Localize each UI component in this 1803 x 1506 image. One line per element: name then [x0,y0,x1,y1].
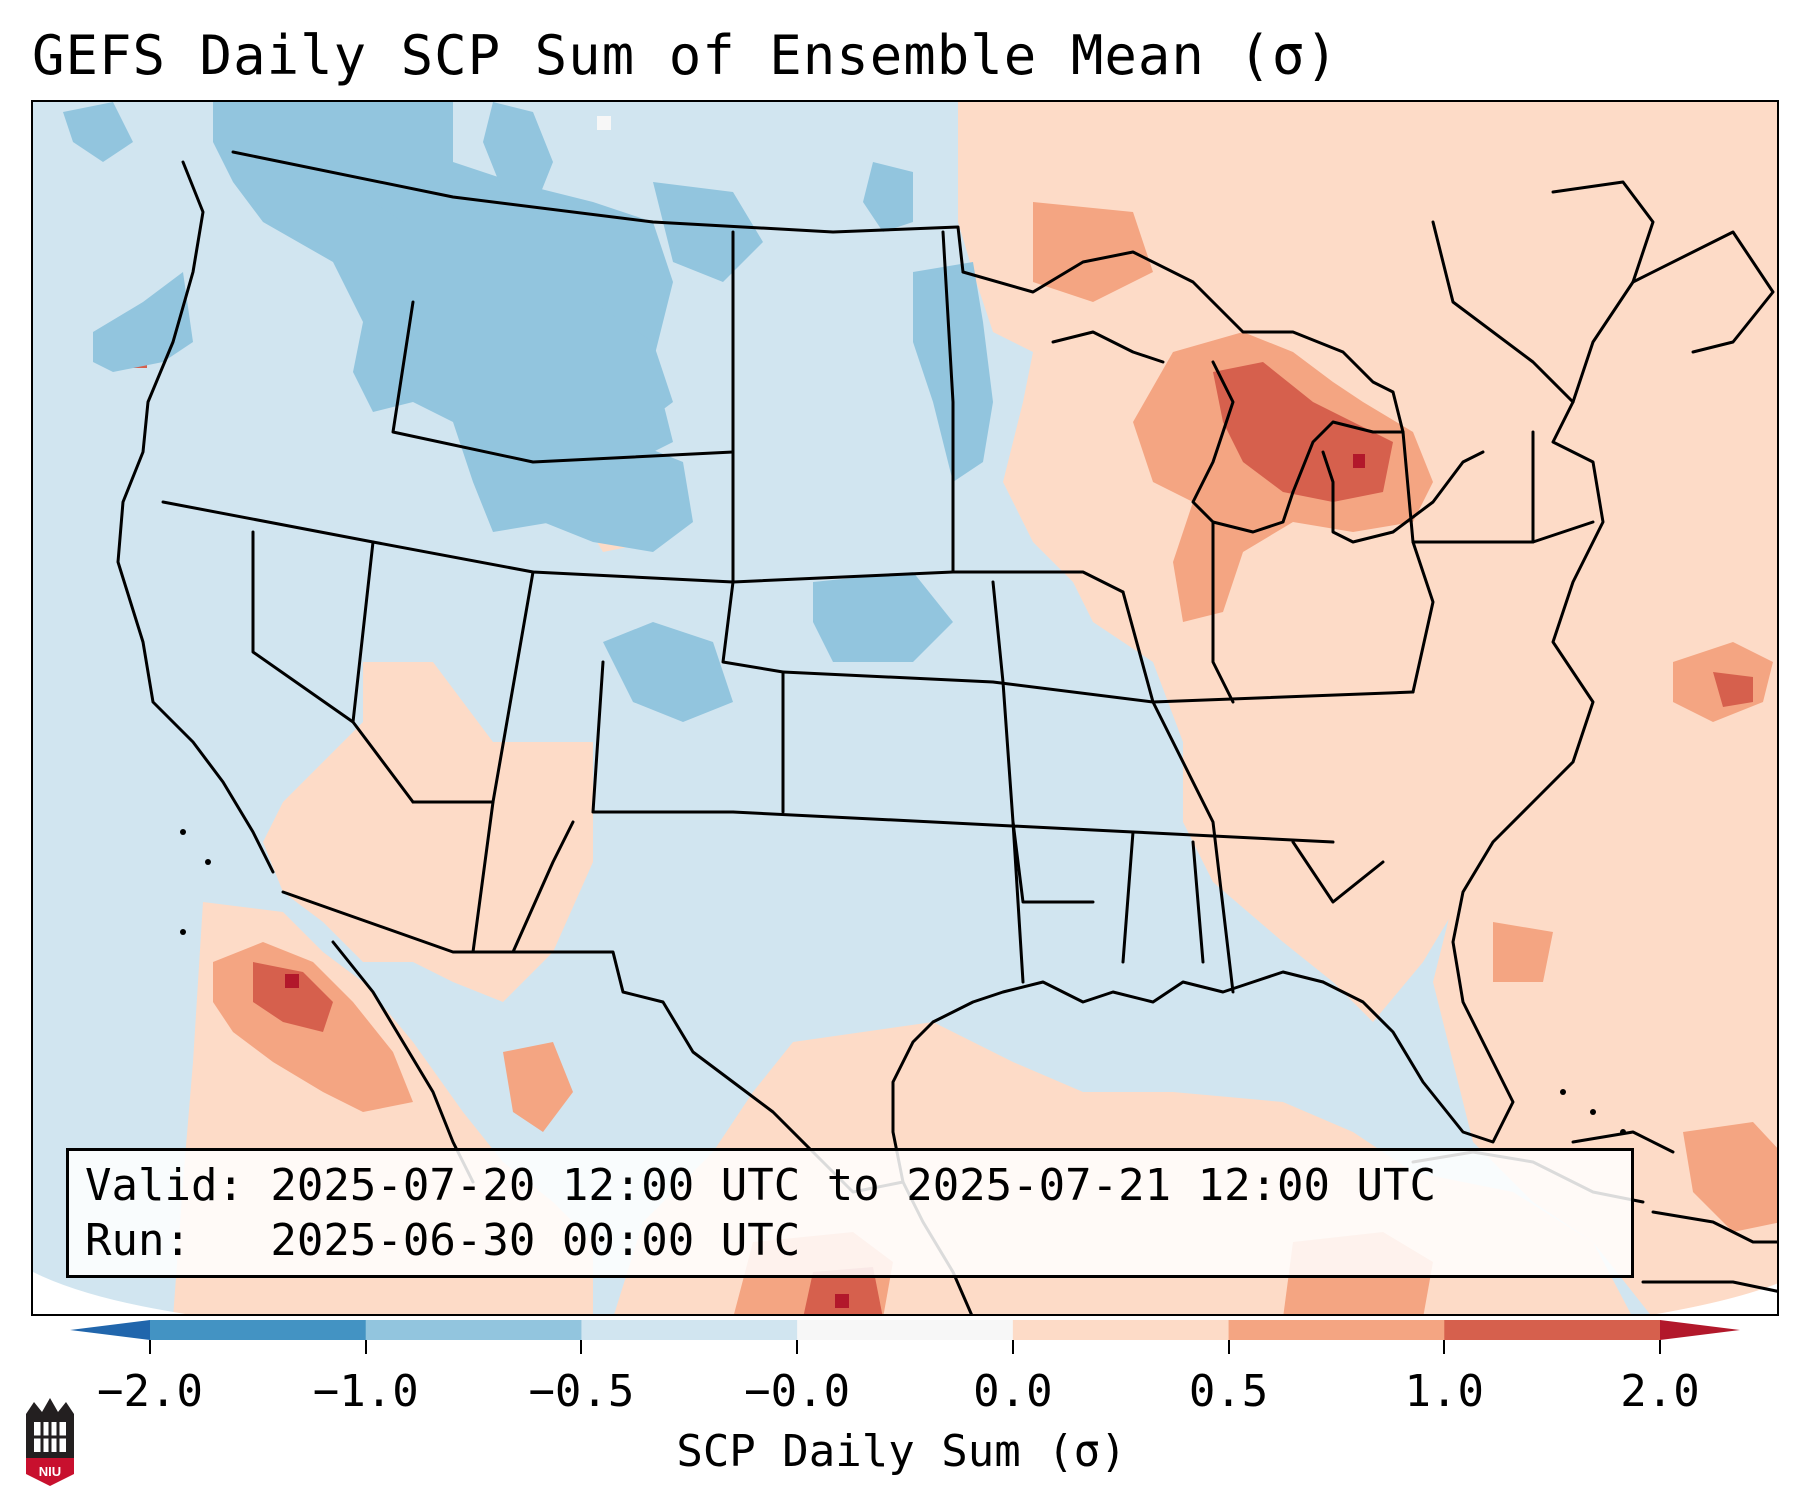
colorbar-label: SCP Daily Sum (σ) [676,1426,1127,1477]
colorbar-tick [796,1340,799,1354]
colorbar-tick [1227,1340,1230,1354]
map-panel [31,100,1779,1316]
colorbar-ticks: −2.0 −1.0 −0.5 −0.0 0.0 0.5 1.0 2.0 [0,1340,1803,1420]
anomaly-positive-extreme [285,454,1365,1308]
colorbar-tick-label: 1.0 [1404,1366,1485,1417]
colorbar-tick [1659,1340,1661,1354]
chart-title: GEFS Daily SCP Sum of Ensemble Mean (σ) [32,24,1339,87]
valid-run-info-box: Valid: 2025-07-20 12:00 UTC to 2025-07-2… [66,1148,1634,1278]
niu-logo: NIU [26,1398,74,1486]
colorbar-extend-high [1660,1320,1740,1340]
colorbar-tick [580,1340,583,1354]
colorbar-tick-label: −0.5 [528,1366,635,1417]
islands [180,829,1626,1135]
anomaly-negative [63,102,993,722]
colorbar-tick-label: 2.0 [1620,1366,1700,1417]
colorbar [70,1320,1740,1340]
colorbar-segment [581,1320,798,1340]
map-canvas [33,102,1777,1314]
colorbar-segment [365,1320,582,1340]
svg-text:NIU: NIU [39,1464,61,1479]
colorbar-segment [1012,1320,1230,1340]
colorbar-tick [1011,1340,1014,1354]
colorbar-segment [150,1320,367,1340]
run-time-label: Run: 2025-06-30 00:00 UTC [85,1215,801,1266]
colorbar-tick-label: −1.0 [312,1366,419,1417]
colorbar-tick-label: −2.0 [97,1366,203,1417]
colorbar-extend-low [70,1320,150,1340]
colorbar-segment [1444,1320,1661,1340]
colorbar-tick [1443,1340,1446,1354]
colorbar-tick [364,1340,367,1354]
colorbar-segment [797,1320,1014,1340]
colorbar-segment [1228,1320,1445,1340]
colorbar-tick [149,1340,151,1354]
domain-edge [33,1272,186,1314]
colorbar-tick-label: −0.0 [744,1366,851,1417]
colorbar-tick-label: 0.5 [1188,1366,1269,1417]
valid-time-label: Valid: 2025-07-20 12:00 UTC to 2025-07-2… [85,1160,1437,1211]
colorbar-tick-label: 0.0 [973,1366,1053,1417]
anomaly-positive-strong [133,340,1753,1314]
